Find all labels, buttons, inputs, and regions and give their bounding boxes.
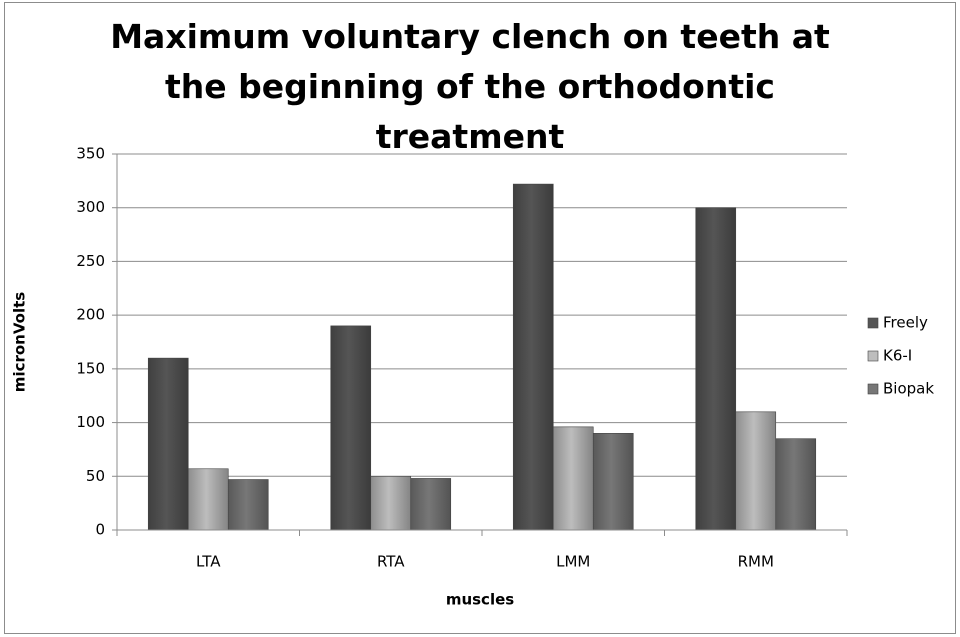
y-tick-label: 0 [95, 521, 105, 539]
bar [227, 479, 269, 531]
y-tick-label: 50 [86, 467, 105, 485]
x-tick-label: RTA [377, 553, 405, 571]
bar [187, 468, 229, 531]
y-tick-label: 100 [76, 413, 105, 431]
bar [330, 325, 372, 531]
bar [552, 426, 594, 531]
bar [147, 357, 189, 531]
y-tick-label: 150 [76, 359, 105, 377]
y-tick-label: 250 [76, 252, 105, 270]
y-tick-label: 350 [76, 145, 105, 163]
bar [592, 433, 634, 531]
y-tick-label: 200 [76, 306, 105, 324]
bar [695, 207, 737, 531]
legend-label: Freely [883, 314, 928, 332]
legend-label: Biopak [883, 380, 934, 398]
bar [410, 478, 452, 531]
bar [775, 438, 817, 531]
x-tick-label: LTA [196, 553, 221, 571]
x-axis-label: muscles [446, 591, 514, 609]
bar [370, 475, 412, 531]
x-tick-label: RMM [738, 553, 774, 571]
chart-title: Maximum voluntary clench on teeth at the… [110, 17, 830, 156]
x-tick-label: LMM [556, 553, 590, 571]
y-axis-label: micronVolts [11, 292, 29, 392]
legend-label: K6-I [883, 347, 912, 365]
legend-swatch [867, 350, 879, 362]
bar [512, 183, 554, 531]
y-tick-label: 300 [76, 198, 105, 216]
bar [735, 411, 777, 531]
legend-swatch [867, 383, 879, 395]
legend-swatch [867, 317, 879, 329]
